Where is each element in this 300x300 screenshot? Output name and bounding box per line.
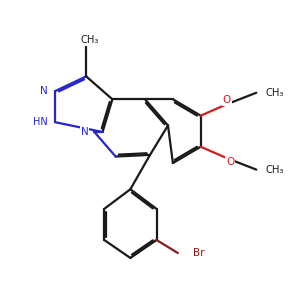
Text: N: N xyxy=(81,127,88,137)
Text: CH₃: CH₃ xyxy=(80,35,99,45)
Text: N: N xyxy=(40,86,48,96)
Text: CH₃: CH₃ xyxy=(265,165,284,175)
Text: CH₃: CH₃ xyxy=(265,88,284,98)
Text: O: O xyxy=(223,95,231,105)
Text: O: O xyxy=(226,157,234,167)
Text: Br: Br xyxy=(193,248,204,258)
Text: HN: HN xyxy=(33,117,48,127)
